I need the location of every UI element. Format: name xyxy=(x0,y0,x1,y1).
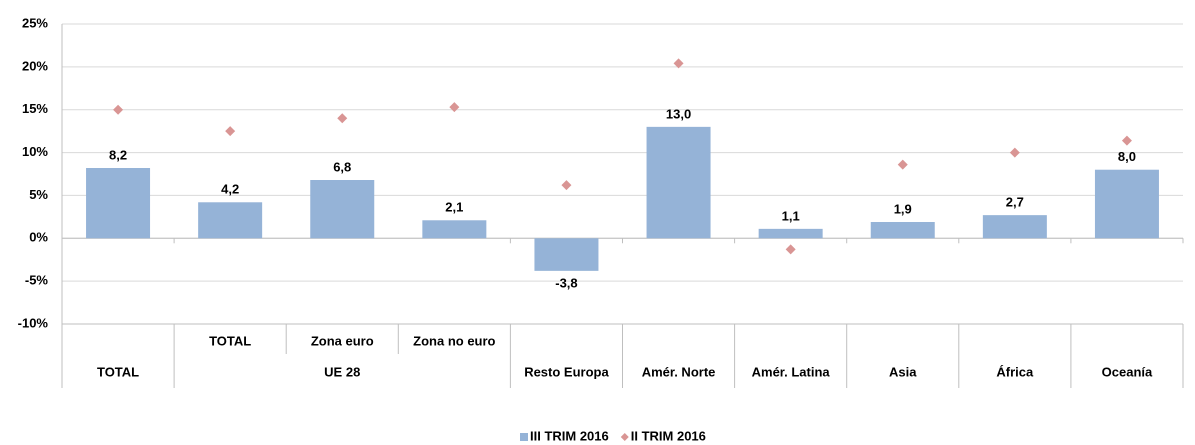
x-tick-label: Asia xyxy=(889,364,917,379)
y-tick-label: 0% xyxy=(29,230,48,245)
x-tick-label: Oceanía xyxy=(1102,364,1153,379)
y-tick-label: -10% xyxy=(18,315,49,330)
bar xyxy=(86,168,151,239)
x-tick-label: Resto Europa xyxy=(524,364,609,379)
x-tick-label: TOTAL xyxy=(97,364,139,379)
bar xyxy=(982,215,1047,239)
y-tick-label: 10% xyxy=(22,144,48,159)
legend-label: III TRIM 2016 xyxy=(530,428,609,443)
y-tick-label: 25% xyxy=(22,15,48,30)
marker xyxy=(561,180,572,191)
x-group-label: UE 28 xyxy=(324,364,360,379)
marker xyxy=(337,113,348,124)
data-label: -3,8 xyxy=(555,275,577,290)
bar xyxy=(758,228,823,239)
data-label: 1,1 xyxy=(782,208,800,223)
bar xyxy=(534,238,599,271)
y-tick-label: -5% xyxy=(25,273,49,288)
x-tick-label: Amér. Norte xyxy=(642,364,716,379)
marker xyxy=(1009,147,1020,158)
bar xyxy=(646,126,711,239)
marker xyxy=(113,104,124,115)
data-label: 1,9 xyxy=(894,201,912,216)
data-label: 13,0 xyxy=(666,106,691,121)
bar xyxy=(198,202,263,239)
data-label: 8,0 xyxy=(1118,149,1136,164)
marker xyxy=(673,58,684,69)
x-subcategory-label: Zona euro xyxy=(311,333,374,348)
legend-swatch xyxy=(620,433,629,441)
marker xyxy=(897,159,908,170)
bar xyxy=(310,180,375,239)
data-label: 2,7 xyxy=(1006,195,1024,210)
bar xyxy=(1094,169,1159,239)
y-tick-label: 5% xyxy=(29,187,48,202)
marker xyxy=(1121,135,1132,146)
y-tick-label: 15% xyxy=(22,101,48,116)
data-label: 4,2 xyxy=(221,182,239,197)
marker xyxy=(449,102,460,113)
x-subcategory-label: Zona no euro xyxy=(413,333,495,348)
legend-swatch xyxy=(520,433,528,441)
x-tick-label: Amér. Latina xyxy=(752,364,831,379)
bar xyxy=(422,220,487,239)
legend-label: II TRIM 2016 xyxy=(631,428,706,443)
x-subcategory-label: TOTAL xyxy=(209,333,251,348)
data-label: 2,1 xyxy=(445,200,463,215)
data-label: 8,2 xyxy=(109,147,127,162)
marker xyxy=(785,244,796,255)
y-tick-label: 20% xyxy=(22,58,48,73)
marker xyxy=(225,126,236,137)
data-label: 6,8 xyxy=(333,159,351,174)
bar xyxy=(870,222,935,239)
x-tick-label: África xyxy=(996,364,1034,379)
